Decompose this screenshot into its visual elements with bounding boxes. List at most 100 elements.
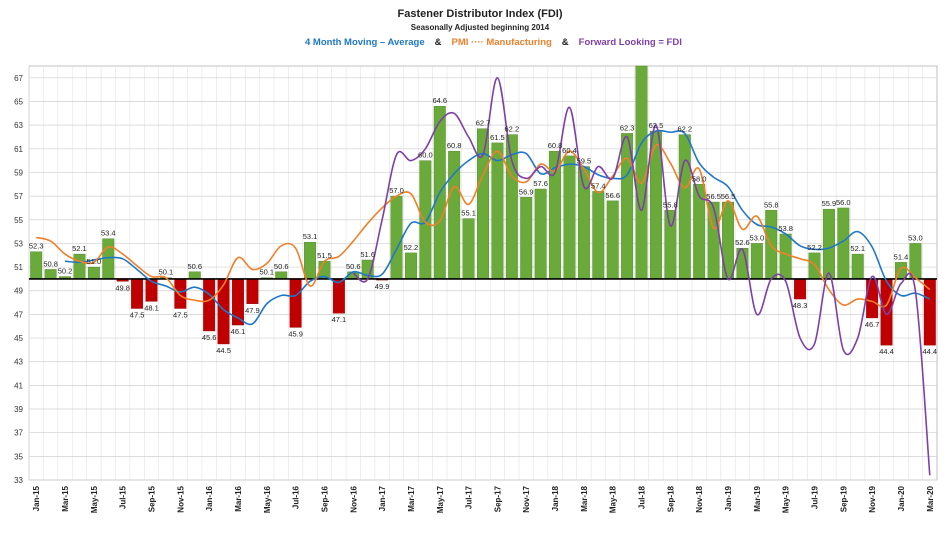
y-tick-label: 45 — [14, 334, 23, 343]
x-tick-label: Jul-15 — [119, 485, 128, 509]
bar — [462, 218, 475, 280]
value-label: 44.4 — [879, 347, 894, 356]
bar — [131, 278, 144, 309]
x-tick-label: Sep-19 — [839, 485, 848, 512]
x-tick-label: May-15 — [90, 485, 99, 513]
value-label: 64.6 — [432, 96, 447, 105]
value-label: 55.8 — [663, 200, 678, 209]
value-label: 44.4 — [922, 347, 937, 356]
bar — [635, 65, 648, 280]
bar — [534, 188, 547, 280]
y-tick-label: 67 — [14, 74, 23, 83]
x-tick-label: Mar-19 — [753, 485, 762, 511]
y-tick-label: 65 — [14, 97, 23, 106]
value-label: 48.1 — [144, 303, 159, 312]
value-label: 44.5 — [216, 346, 231, 355]
value-label: 51.4 — [894, 252, 909, 261]
value-label: 60.4 — [562, 146, 577, 155]
bar — [419, 160, 432, 280]
y-tick-label: 61 — [14, 145, 23, 154]
x-tick-label: Sep-15 — [148, 485, 157, 512]
x-tick-label: Jan-16 — [205, 485, 214, 511]
value-label: 57.0 — [389, 186, 404, 195]
y-tick-label: 35 — [14, 452, 23, 461]
bar — [275, 271, 288, 280]
x-tick-label: Jul-17 — [465, 485, 474, 509]
y-tick-label: 37 — [14, 429, 23, 438]
value-label: 45.9 — [288, 329, 303, 338]
value-label: 57.6 — [533, 179, 548, 188]
value-label: 60.8 — [548, 141, 563, 150]
value-label: 52.2 — [807, 243, 822, 252]
x-tick-label: May-16 — [263, 485, 272, 513]
value-label: 53.0 — [750, 233, 765, 242]
x-tick-label: Mar-17 — [407, 485, 416, 511]
bar — [188, 271, 201, 280]
bar — [693, 184, 706, 280]
x-tick-label: Sep-16 — [320, 485, 329, 512]
value-label: 56.6 — [605, 191, 620, 200]
legend-separator: & — [562, 37, 569, 48]
legend-separator: & — [435, 37, 442, 48]
value-label: 45.6 — [202, 333, 217, 342]
y-tick-label: 59 — [14, 168, 23, 177]
y-tick-label: 33 — [14, 476, 23, 485]
bar — [592, 191, 605, 280]
bar — [577, 166, 590, 280]
value-label: 48.3 — [793, 301, 808, 310]
x-tick-label: Sep-17 — [493, 485, 502, 512]
y-tick-label: 63 — [14, 121, 23, 130]
x-tick-label: Jul-18 — [638, 485, 647, 509]
value-label: 52.1 — [72, 244, 87, 253]
bar — [203, 278, 216, 332]
value-label: 55.8 — [764, 200, 779, 209]
value-label: 62.2 — [677, 125, 692, 134]
legend: 4 Month Moving – Average & PMI ···· Manufa… — [305, 37, 682, 48]
x-tick-label: Jan-17 — [378, 485, 387, 511]
x-tick-label: Mar-15 — [61, 485, 70, 511]
x-tick-label: Sep-18 — [666, 485, 675, 512]
bar — [404, 252, 417, 280]
bar — [390, 195, 403, 280]
legend-entry: 4 Month Moving – Average — [305, 37, 425, 48]
value-label: 50.1 — [159, 268, 174, 277]
y-tick-label: 57 — [14, 192, 23, 201]
bar — [246, 278, 259, 304]
value-label: 52.6 — [735, 238, 750, 247]
value-label: 55.9 — [822, 199, 837, 208]
value-label: 47.9 — [245, 306, 260, 315]
bar — [289, 278, 302, 328]
y-tick-label: 53 — [14, 239, 23, 248]
x-tick-label: Jul-16 — [292, 485, 301, 509]
y-tick-label: 41 — [14, 381, 23, 390]
bar — [794, 278, 807, 300]
x-tick-label: Mar-20 — [926, 485, 935, 511]
series-line — [64, 129, 931, 326]
value-label: 47.5 — [173, 310, 188, 319]
x-tick-label: Nov-17 — [522, 485, 531, 512]
value-label: 53.4 — [101, 229, 116, 238]
value-label: 50.6 — [274, 262, 289, 271]
value-label: 47.1 — [332, 315, 347, 324]
value-label: 50.8 — [43, 259, 58, 268]
value-label: 53.8 — [778, 224, 793, 233]
value-label: 56.5 — [721, 192, 736, 201]
y-tick-label: 43 — [14, 358, 23, 367]
series-line — [36, 143, 931, 308]
x-tick-label: May-19 — [782, 485, 791, 513]
value-label: 61.5 — [490, 133, 505, 142]
legend-entry: PMI ···· Manufacturing — [452, 37, 552, 48]
value-label: 51.6 — [360, 250, 375, 259]
x-tick-label: Jan-20 — [897, 485, 906, 511]
value-label: 46.1 — [231, 327, 246, 336]
value-label: 62.7 — [476, 119, 491, 128]
bar — [866, 278, 879, 319]
bar — [563, 155, 576, 280]
legend-entry: Forward Looking = FDI — [579, 37, 682, 48]
x-tick-label: Jul-19 — [810, 485, 819, 509]
x-tick-label: Mar-16 — [234, 485, 243, 511]
chart-subtitle: Seasonally Adjusted beginning 2014 — [411, 23, 550, 32]
y-tick-label: 51 — [14, 263, 23, 272]
value-label: 56.0 — [836, 198, 851, 207]
